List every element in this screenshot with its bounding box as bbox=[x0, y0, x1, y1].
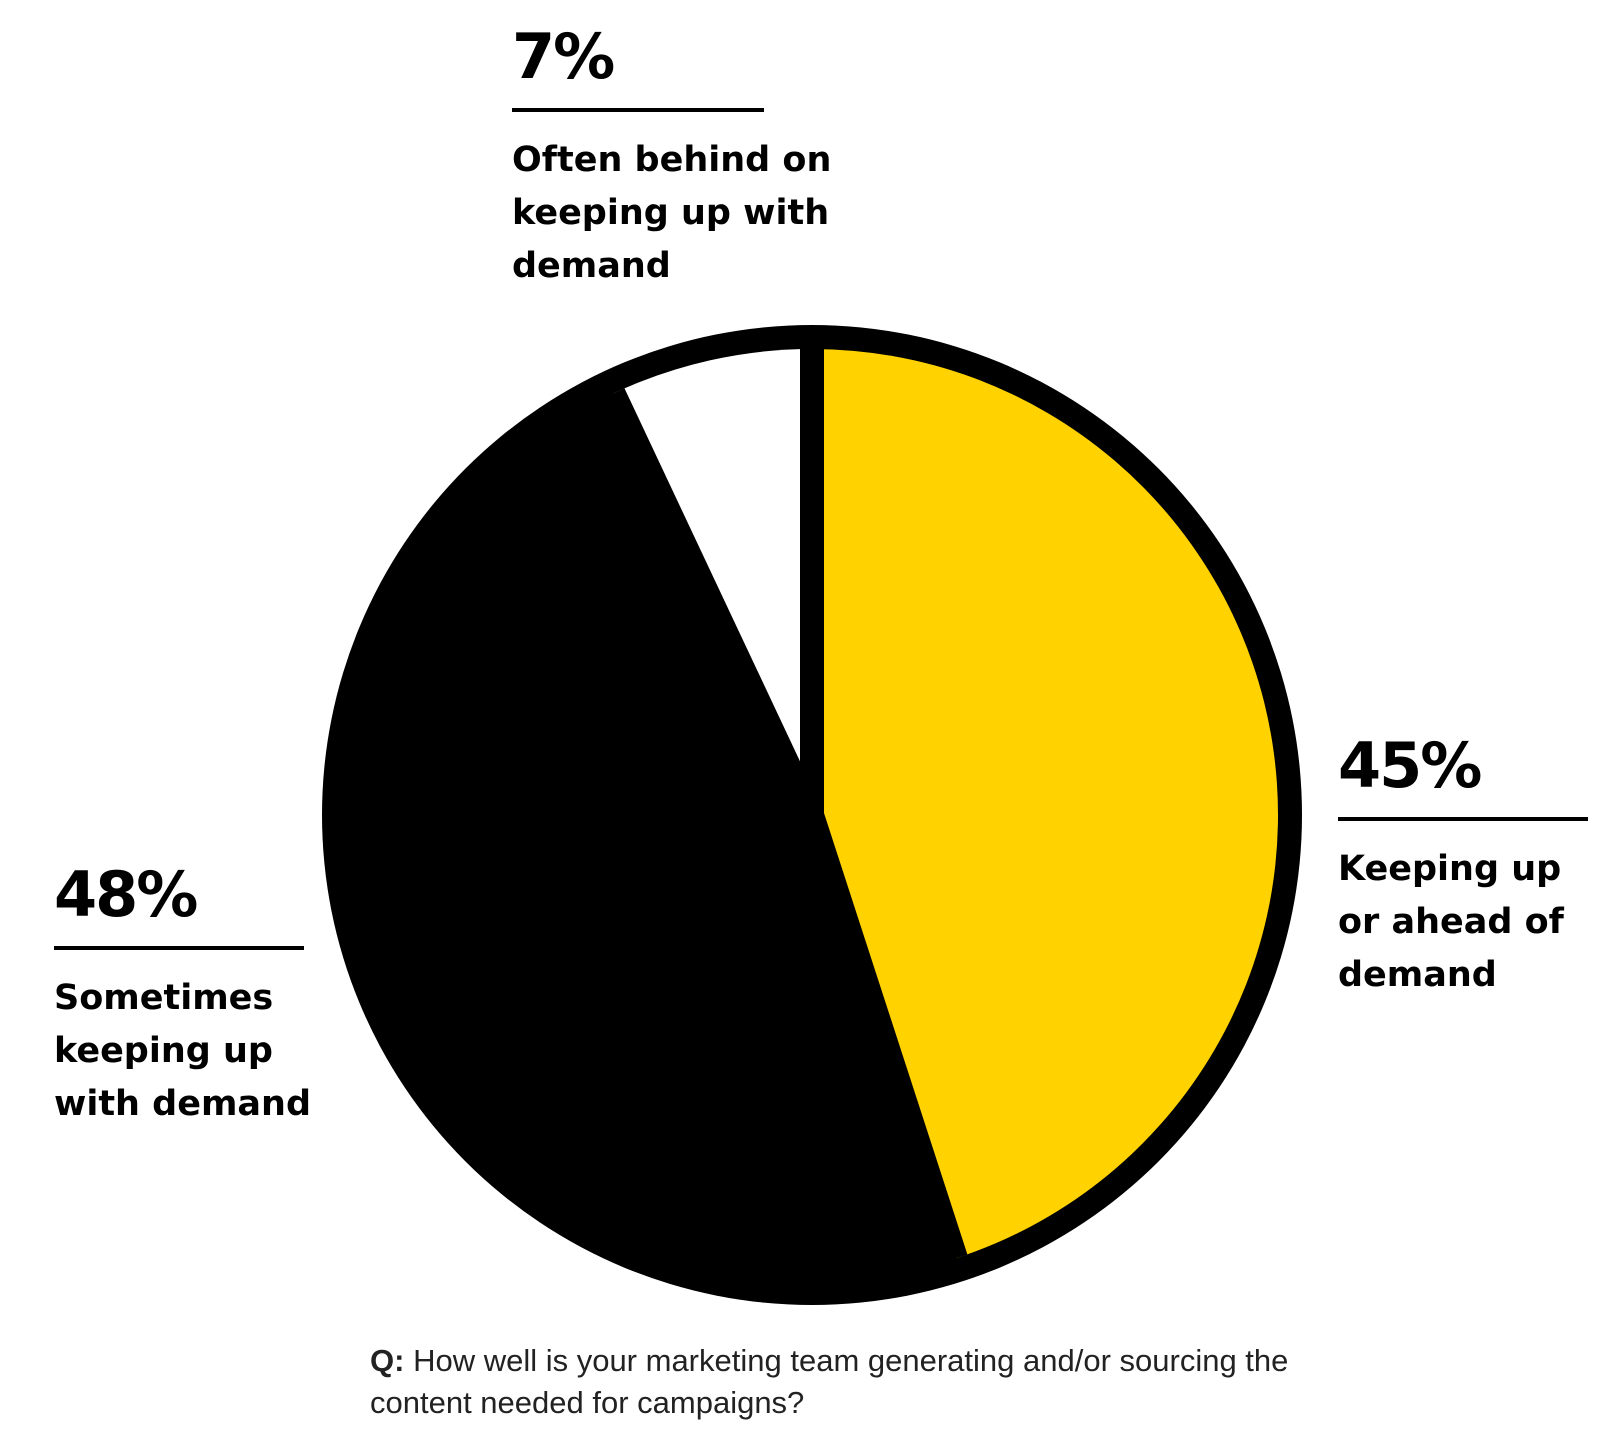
callout-divider bbox=[54, 946, 304, 950]
callout-divider bbox=[1338, 817, 1588, 821]
slice-label-sometimes-text: Sometimes keeping up with demand bbox=[54, 972, 354, 1131]
slice-label-keeping-up-percent: 45% bbox=[1338, 729, 1482, 802]
callout-often-behind: 7% Often behind on keeping up with deman… bbox=[512, 26, 872, 293]
question-text: How well is your marketing team generati… bbox=[370, 1343, 1289, 1420]
callout-keeping-up: 45% Keeping up or ahead of demand bbox=[1338, 735, 1598, 1002]
label-line: Sometimes bbox=[54, 978, 274, 1018]
slice-label-often-behind-text: Often behind on keeping up with demand bbox=[512, 134, 872, 293]
callout-sometimes: 48% Sometimes keeping up with demand bbox=[54, 864, 354, 1131]
label-line: keeping up bbox=[54, 1031, 273, 1071]
pie-slice-keeping-up bbox=[812, 349, 1278, 1259]
label-line: demand bbox=[1338, 955, 1497, 995]
survey-question: Q: How well is your marketing team gener… bbox=[370, 1340, 1300, 1424]
label-line: Keeping up bbox=[1338, 849, 1562, 889]
label-line: demand bbox=[512, 246, 671, 286]
question-prefix: Q: bbox=[370, 1343, 405, 1378]
slice-label-keeping-up-text: Keeping up or ahead of demand bbox=[1338, 843, 1598, 1002]
pie-slice-separator bbox=[800, 811, 968, 1262]
callout-divider bbox=[512, 108, 764, 112]
pie-slice-separator bbox=[602, 388, 823, 821]
label-line: keeping up with bbox=[512, 193, 830, 233]
slice-label-often-behind-percent: 7% bbox=[512, 20, 615, 93]
slice-label-sometimes-percent: 48% bbox=[54, 858, 198, 931]
label-line: Often behind on bbox=[512, 140, 832, 180]
label-line: with demand bbox=[54, 1084, 312, 1124]
label-line: or ahead of bbox=[1338, 902, 1564, 942]
pie-slice-sometimes bbox=[345, 393, 957, 1281]
